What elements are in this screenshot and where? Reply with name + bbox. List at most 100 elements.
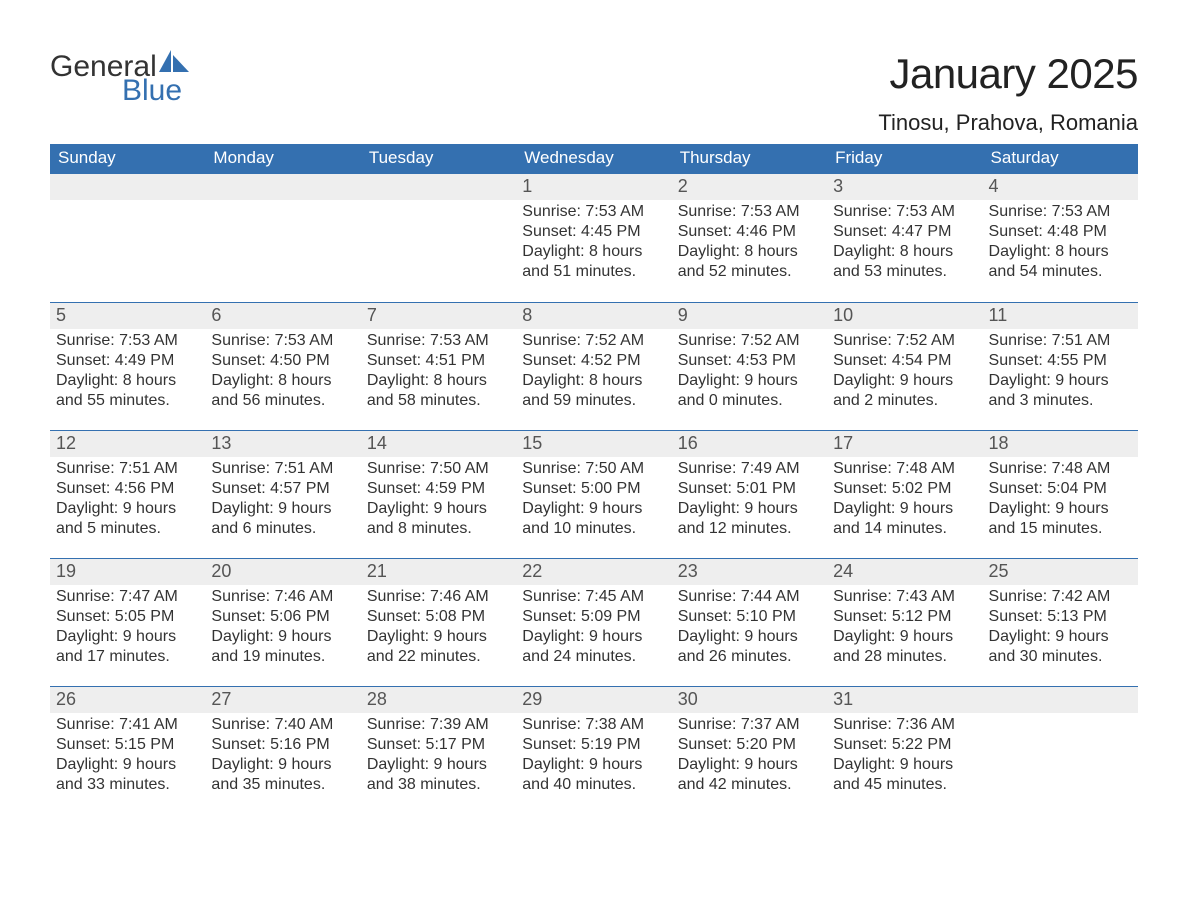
calendar-day-cell: 1Sunrise: 7:53 AMSunset: 4:45 PMDaylight… <box>516 174 671 302</box>
day-number: 19 <box>50 559 205 585</box>
day-number: 18 <box>983 431 1138 457</box>
day-details: Sunrise: 7:48 AMSunset: 5:02 PMDaylight:… <box>827 457 982 539</box>
day-number: 4 <box>983 174 1138 200</box>
day-details: Sunrise: 7:53 AMSunset: 4:46 PMDaylight:… <box>672 200 827 282</box>
calendar-day-cell <box>205 174 360 302</box>
day-details: Sunrise: 7:43 AMSunset: 5:12 PMDaylight:… <box>827 585 982 667</box>
day-details: Sunrise: 7:53 AMSunset: 4:51 PMDaylight:… <box>361 329 516 411</box>
calendar-day-cell: 15Sunrise: 7:50 AMSunset: 5:00 PMDayligh… <box>516 430 671 558</box>
daylight-text: Daylight: 9 hours and 3 minutes. <box>989 371 1132 411</box>
sunrise-text: Sunrise: 7:51 AM <box>989 331 1132 351</box>
day-number: 2 <box>672 174 827 200</box>
sunrise-text: Sunrise: 7:37 AM <box>678 715 821 735</box>
calendar-week-row: 26Sunrise: 7:41 AMSunset: 5:15 PMDayligh… <box>50 686 1138 814</box>
calendar-day-cell: 6Sunrise: 7:53 AMSunset: 4:50 PMDaylight… <box>205 302 360 430</box>
calendar-day-cell: 24Sunrise: 7:43 AMSunset: 5:12 PMDayligh… <box>827 558 982 686</box>
daylight-text: Daylight: 9 hours and 45 minutes. <box>833 755 976 795</box>
sunrise-text: Sunrise: 7:38 AM <box>522 715 665 735</box>
sunrise-text: Sunrise: 7:49 AM <box>678 459 821 479</box>
logo-word-blue: Blue <box>122 76 189 106</box>
day-number: 26 <box>50 687 205 713</box>
sunset-text: Sunset: 5:13 PM <box>989 607 1132 627</box>
day-number: 15 <box>516 431 671 457</box>
day-number: 24 <box>827 559 982 585</box>
calendar-day-cell: 21Sunrise: 7:46 AMSunset: 5:08 PMDayligh… <box>361 558 516 686</box>
calendar-day-cell: 30Sunrise: 7:37 AMSunset: 5:20 PMDayligh… <box>672 686 827 814</box>
sunset-text: Sunset: 4:54 PM <box>833 351 976 371</box>
daylight-text: Daylight: 9 hours and 14 minutes. <box>833 499 976 539</box>
sunset-text: Sunset: 4:57 PM <box>211 479 354 499</box>
day-details: Sunrise: 7:50 AMSunset: 4:59 PMDaylight:… <box>361 457 516 539</box>
weekday-header: Saturday <box>983 144 1138 174</box>
day-details: Sunrise: 7:41 AMSunset: 5:15 PMDaylight:… <box>50 713 205 795</box>
day-number: 29 <box>516 687 671 713</box>
day-details: Sunrise: 7:39 AMSunset: 5:17 PMDaylight:… <box>361 713 516 795</box>
sunrise-text: Sunrise: 7:52 AM <box>678 331 821 351</box>
calendar-day-cell <box>361 174 516 302</box>
calendar-day-cell: 3Sunrise: 7:53 AMSunset: 4:47 PMDaylight… <box>827 174 982 302</box>
day-number <box>205 174 360 200</box>
day-number: 23 <box>672 559 827 585</box>
day-number <box>983 687 1138 713</box>
daylight-text: Daylight: 9 hours and 42 minutes. <box>678 755 821 795</box>
calendar-day-cell: 25Sunrise: 7:42 AMSunset: 5:13 PMDayligh… <box>983 558 1138 686</box>
logo: General Blue <box>50 50 189 106</box>
day-details: Sunrise: 7:51 AMSunset: 4:56 PMDaylight:… <box>50 457 205 539</box>
sunset-text: Sunset: 4:53 PM <box>678 351 821 371</box>
day-number: 13 <box>205 431 360 457</box>
calendar-day-cell: 28Sunrise: 7:39 AMSunset: 5:17 PMDayligh… <box>361 686 516 814</box>
calendar-day-cell: 4Sunrise: 7:53 AMSunset: 4:48 PMDaylight… <box>983 174 1138 302</box>
daylight-text: Daylight: 8 hours and 52 minutes. <box>678 242 821 282</box>
sunrise-text: Sunrise: 7:53 AM <box>367 331 510 351</box>
calendar-day-cell: 17Sunrise: 7:48 AMSunset: 5:02 PMDayligh… <box>827 430 982 558</box>
day-details: Sunrise: 7:52 AMSunset: 4:54 PMDaylight:… <box>827 329 982 411</box>
daylight-text: Daylight: 8 hours and 51 minutes. <box>522 242 665 282</box>
sunrise-text: Sunrise: 7:40 AM <box>211 715 354 735</box>
daylight-text: Daylight: 8 hours and 53 minutes. <box>833 242 976 282</box>
daylight-text: Daylight: 9 hours and 38 minutes. <box>367 755 510 795</box>
day-number <box>50 174 205 200</box>
sunset-text: Sunset: 5:22 PM <box>833 735 976 755</box>
day-details: Sunrise: 7:52 AMSunset: 4:52 PMDaylight:… <box>516 329 671 411</box>
location: Tinosu, Prahova, Romania <box>878 110 1138 136</box>
day-details: Sunrise: 7:46 AMSunset: 5:08 PMDaylight:… <box>361 585 516 667</box>
day-details: Sunrise: 7:50 AMSunset: 5:00 PMDaylight:… <box>516 457 671 539</box>
sunrise-text: Sunrise: 7:53 AM <box>678 202 821 222</box>
day-details: Sunrise: 7:40 AMSunset: 5:16 PMDaylight:… <box>205 713 360 795</box>
calendar-week-row: 19Sunrise: 7:47 AMSunset: 5:05 PMDayligh… <box>50 558 1138 686</box>
daylight-text: Daylight: 9 hours and 26 minutes. <box>678 627 821 667</box>
sunrise-text: Sunrise: 7:41 AM <box>56 715 199 735</box>
daylight-text: Daylight: 9 hours and 8 minutes. <box>367 499 510 539</box>
sunset-text: Sunset: 5:04 PM <box>989 479 1132 499</box>
sunrise-text: Sunrise: 7:53 AM <box>833 202 976 222</box>
calendar-day-cell: 29Sunrise: 7:38 AMSunset: 5:19 PMDayligh… <box>516 686 671 814</box>
calendar-day-cell: 16Sunrise: 7:49 AMSunset: 5:01 PMDayligh… <box>672 430 827 558</box>
day-number: 21 <box>361 559 516 585</box>
day-details: Sunrise: 7:42 AMSunset: 5:13 PMDaylight:… <box>983 585 1138 667</box>
calendar-day-cell: 14Sunrise: 7:50 AMSunset: 4:59 PMDayligh… <box>361 430 516 558</box>
calendar-day-cell: 10Sunrise: 7:52 AMSunset: 4:54 PMDayligh… <box>827 302 982 430</box>
sunset-text: Sunset: 5:01 PM <box>678 479 821 499</box>
day-number: 7 <box>361 303 516 329</box>
sunset-text: Sunset: 4:49 PM <box>56 351 199 371</box>
sunrise-text: Sunrise: 7:48 AM <box>833 459 976 479</box>
daylight-text: Daylight: 9 hours and 0 minutes. <box>678 371 821 411</box>
calendar-day-cell: 20Sunrise: 7:46 AMSunset: 5:06 PMDayligh… <box>205 558 360 686</box>
calendar-day-cell: 11Sunrise: 7:51 AMSunset: 4:55 PMDayligh… <box>983 302 1138 430</box>
calendar-day-cell: 22Sunrise: 7:45 AMSunset: 5:09 PMDayligh… <box>516 558 671 686</box>
sunset-text: Sunset: 5:10 PM <box>678 607 821 627</box>
day-number: 25 <box>983 559 1138 585</box>
calendar-week-row: 12Sunrise: 7:51 AMSunset: 4:56 PMDayligh… <box>50 430 1138 558</box>
calendar-day-cell <box>50 174 205 302</box>
daylight-text: Daylight: 9 hours and 15 minutes. <box>989 499 1132 539</box>
day-number: 27 <box>205 687 360 713</box>
sunrise-text: Sunrise: 7:48 AM <box>989 459 1132 479</box>
daylight-text: Daylight: 9 hours and 6 minutes. <box>211 499 354 539</box>
sunset-text: Sunset: 5:15 PM <box>56 735 199 755</box>
sunrise-text: Sunrise: 7:52 AM <box>833 331 976 351</box>
sunset-text: Sunset: 5:08 PM <box>367 607 510 627</box>
weekday-header: Monday <box>205 144 360 174</box>
sunrise-text: Sunrise: 7:53 AM <box>989 202 1132 222</box>
weekday-header: Sunday <box>50 144 205 174</box>
day-details: Sunrise: 7:44 AMSunset: 5:10 PMDaylight:… <box>672 585 827 667</box>
